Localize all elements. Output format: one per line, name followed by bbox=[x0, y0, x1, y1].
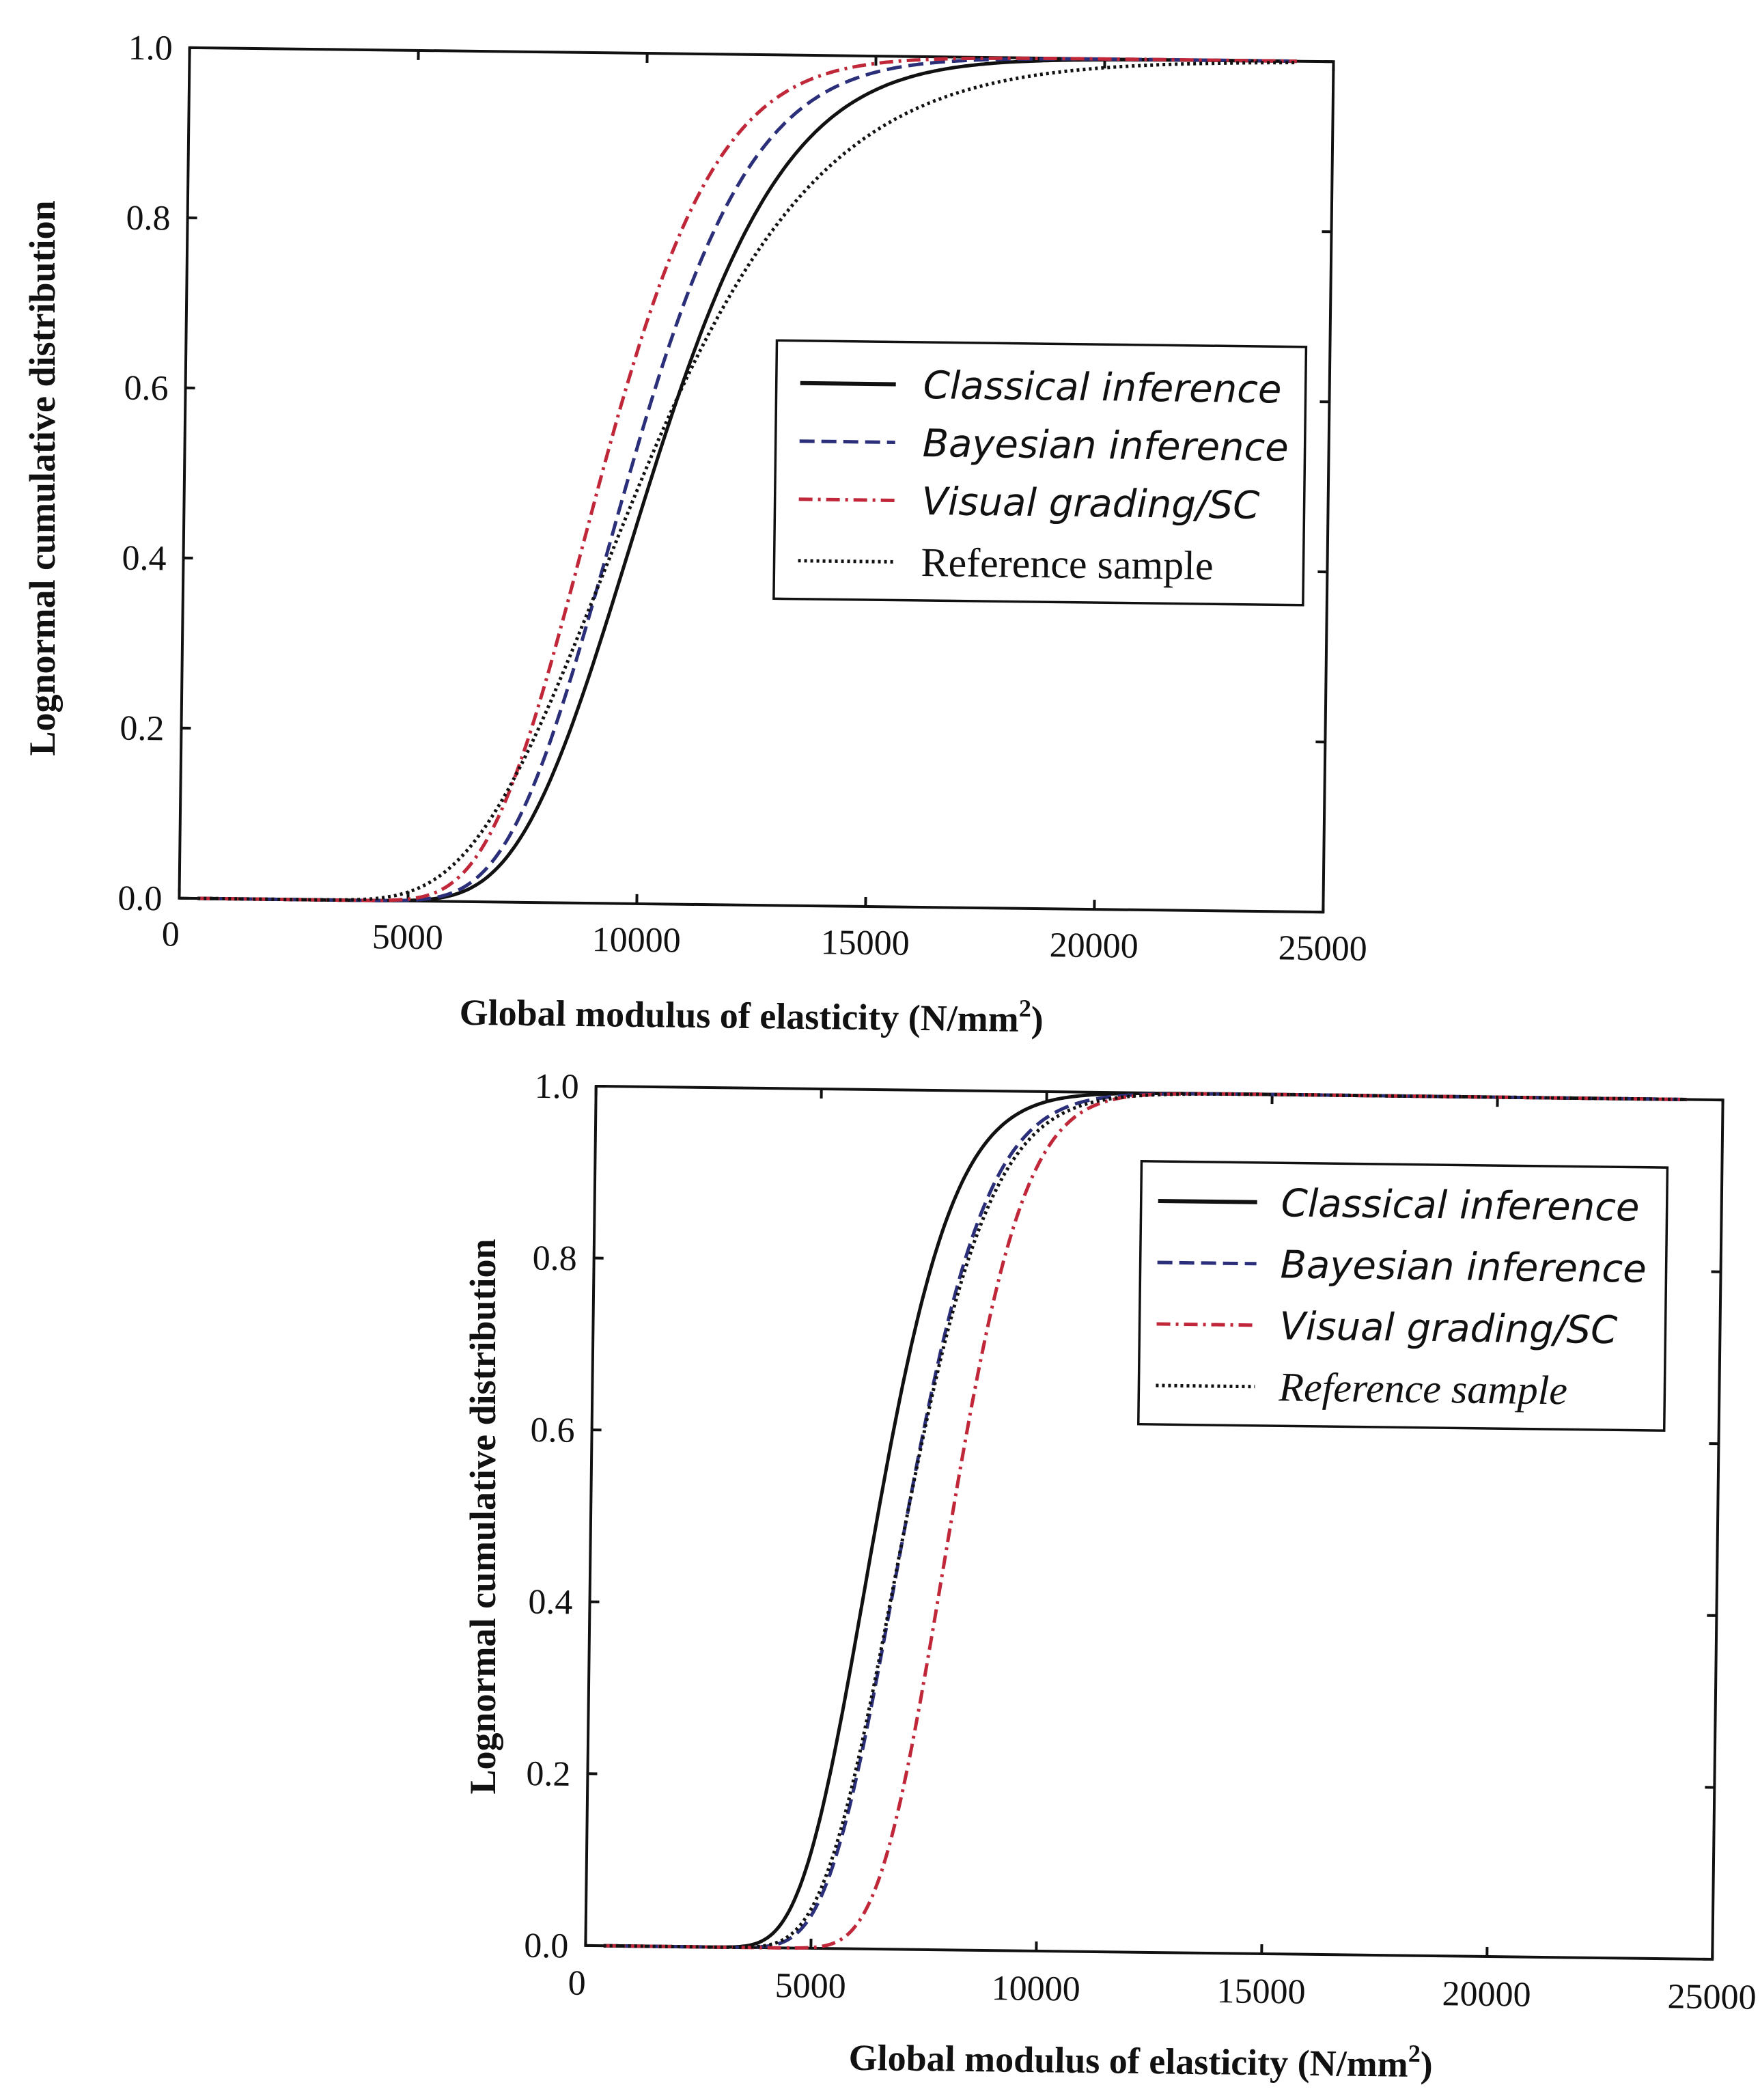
legend-label: Reference sample bbox=[921, 540, 1214, 588]
x-tick-label: 15000 bbox=[820, 923, 910, 963]
legend-swatch bbox=[1158, 1199, 1257, 1204]
legend-box bbox=[772, 339, 1308, 607]
chart-top: 0 5000 10000 15000 20000 25000 0.0 0.2 0.4 0.6 0.8… bbox=[22, 29, 1367, 1040]
plot-group: 0 5000 10000 15000 20000 25000 0.0 0.2 0.4 0.6 0.8… bbox=[524, 1067, 1757, 2017]
legend-label: Classical inference bbox=[923, 363, 1282, 412]
y-tick-label: 0.2 bbox=[120, 709, 165, 749]
x-tick-label: 10000 bbox=[991, 1969, 1080, 2009]
legend-label: Classical inference bbox=[1281, 1181, 1640, 1230]
y-tick-label: 0.0 bbox=[117, 879, 163, 919]
y-tick-label: 0.0 bbox=[524, 1926, 569, 1966]
legend-box bbox=[1136, 1159, 1669, 1432]
plot-group: 0 5000 10000 15000 20000 25000 0.0 0.2 0.4 0.6 0.8… bbox=[117, 29, 1367, 969]
legend-swatch bbox=[798, 497, 895, 502]
y-tick-label: 0.4 bbox=[528, 1583, 573, 1622]
x-tick-label: 20000 bbox=[1442, 1974, 1531, 2015]
series-line-visual-grading-sc bbox=[197, 56, 1297, 902]
legend-swatch bbox=[800, 381, 896, 387]
legend-swatch bbox=[1157, 1260, 1257, 1266]
legend-label: Visual grading/SC bbox=[1279, 1304, 1618, 1353]
chart-bottom: 0 5000 10000 15000 20000 25000 0.0 0.2 0.4 0.6 0.8… bbox=[462, 1067, 1757, 2085]
x-tick-label: 25000 bbox=[1278, 928, 1367, 969]
y-tick-label: 0.6 bbox=[124, 369, 169, 409]
y-tick-label: 0.4 bbox=[122, 539, 167, 579]
y-tick-label: 1.0 bbox=[534, 1067, 579, 1107]
x-tick-label: 5000 bbox=[372, 917, 443, 957]
series-line-visual-grading-sc bbox=[603, 1092, 1687, 1950]
legend-label: Visual grading/SC bbox=[921, 480, 1260, 528]
y-axis-title: Lognormal cumulative distribution bbox=[462, 1239, 503, 1794]
plot-frame bbox=[178, 46, 1335, 914]
x-tick-label: 20000 bbox=[1049, 926, 1139, 966]
x-axis-title: Global modulus of elasticity (N/mm2) bbox=[848, 2033, 1433, 2085]
legend-label: Bayesian inference bbox=[1280, 1243, 1647, 1292]
y-tick-label: 0.8 bbox=[126, 199, 171, 238]
x-tick-label: 10000 bbox=[591, 920, 681, 961]
series-line-reference-sample bbox=[197, 61, 1297, 902]
legend-swatch bbox=[799, 439, 895, 444]
x-tick-label: 0 bbox=[161, 915, 180, 954]
y-axis-title: Lognormal cumulative distribution bbox=[22, 200, 63, 756]
legend-label: Reference sample bbox=[1278, 1364, 1567, 1413]
y-tick-label: 1.0 bbox=[128, 29, 173, 68]
y-tick-label: 0.2 bbox=[526, 1754, 571, 1794]
legend: Classical inference Bayesian inference Vis… bbox=[772, 339, 1308, 607]
x-tick-label: 25000 bbox=[1667, 1977, 1757, 2017]
y-tick-label: 0.6 bbox=[530, 1411, 575, 1450]
legend-swatch bbox=[1156, 1383, 1255, 1389]
x-tick-label: 15000 bbox=[1216, 1972, 1306, 2012]
series-line-bayesian-inference bbox=[197, 57, 1297, 902]
x-tick-label: 0 bbox=[568, 1964, 586, 2003]
x-axis-title: Global modulus of elasticity (N/mm2) bbox=[459, 988, 1044, 1040]
legend: Classical inference Bayesian inference Vis… bbox=[1136, 1159, 1669, 1432]
legend-label: Bayesian inference bbox=[922, 422, 1289, 471]
series-line-reference-sample bbox=[603, 1092, 1687, 1949]
legend-swatch bbox=[1156, 1322, 1256, 1327]
x-tick-label: 5000 bbox=[774, 1966, 846, 2006]
y-tick-label: 0.8 bbox=[532, 1239, 577, 1278]
